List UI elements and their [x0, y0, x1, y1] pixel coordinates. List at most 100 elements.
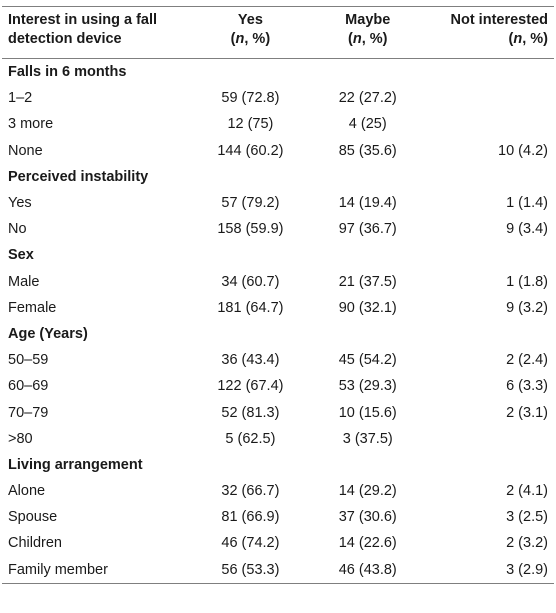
- data-table: Interest in using a fall detection devic…: [2, 6, 554, 584]
- table-row: Male 34 (60.7) 21 (37.5) 1 (1.8): [2, 269, 554, 295]
- cell-yes: 46 (74.2): [221, 535, 280, 552]
- cell-maybe: 37 (30.6): [338, 509, 397, 526]
- cell-not-interested: 2 (4.1): [506, 483, 548, 500]
- table-row: >80 5 (62.5) 3 (37.5): [2, 426, 554, 452]
- cell-yes: 181 (64.7): [217, 299, 284, 316]
- table-row: 70–79 52 (81.3) 10 (15.6) 2 (3.1): [2, 399, 554, 425]
- header-col-interest: Interest in using a fall detection devic…: [2, 6, 195, 59]
- n-symbol: n: [352, 31, 362, 47]
- cell-maybe: 14 (19.4): [338, 195, 397, 212]
- row-label: Yes: [8, 195, 32, 212]
- header-col-yes: Yes (n, %): [194, 6, 307, 59]
- cell-not-interested: 3 (2.9): [429, 556, 554, 584]
- cell-yes: 56 (53.3): [194, 556, 307, 584]
- row-label: 1–2: [8, 90, 33, 107]
- cell-maybe: 14 (29.2): [338, 483, 397, 500]
- section-header-row: Sex: [2, 242, 554, 268]
- section-title: Perceived instability: [8, 168, 149, 185]
- cell-not-interested: 10 (4.2): [498, 142, 548, 159]
- row-label: Female: [8, 299, 57, 316]
- pct-suffix: , %): [522, 31, 548, 47]
- section-header-row: Perceived instability: [2, 164, 554, 190]
- cell-maybe: 53 (29.3): [338, 378, 397, 395]
- header-col-maybe: Maybe (n, %): [306, 6, 430, 59]
- cell-not-interested: [429, 426, 554, 452]
- table-row: 60–69 122 (67.4) 53 (29.3) 6 (3.3): [2, 373, 554, 399]
- cell-not-interested: 6 (3.3): [506, 378, 548, 395]
- row-label: >80: [8, 430, 33, 447]
- row-label: 3 more: [8, 116, 54, 133]
- cell-yes: 122 (67.4): [217, 378, 284, 395]
- cell-yes: 59 (72.8): [221, 90, 280, 107]
- table-row: Female 181 (64.7) 90 (32.1) 9 (3.2): [2, 295, 554, 321]
- cell-yes: 144 (60.2): [217, 142, 284, 159]
- row-label: No: [8, 221, 27, 238]
- cell-maybe: 45 (54.2): [338, 352, 397, 369]
- cell-not-interested: 1 (1.4): [506, 195, 548, 212]
- cell-maybe: 90 (32.1): [338, 299, 397, 316]
- cell-not-interested: 1 (1.8): [506, 273, 548, 290]
- cell-maybe: 21 (37.5): [338, 273, 397, 290]
- table-body: Falls in 6 months 1–2 59 (72.8) 22 (27.2) 3 …: [2, 59, 554, 584]
- table-row: Spouse 81 (66.9) 37 (30.6) 3 (2.5): [2, 504, 554, 530]
- n-symbol: n: [513, 31, 523, 47]
- header-col-not-interested-sub: (n, %): [435, 30, 548, 49]
- header-row: Interest in using a fall detection devic…: [2, 6, 554, 59]
- cell-maybe: 97 (36.7): [338, 221, 397, 238]
- table-row: None 144 (60.2) 85 (35.6) 10 (4.2): [2, 138, 554, 164]
- table-row: 1–2 59 (72.8) 22 (27.2): [2, 85, 554, 111]
- cell-not-interested: 2 (3.2): [506, 535, 548, 552]
- paren-open: (: [508, 31, 514, 47]
- cell-yes: 57 (79.2): [221, 195, 280, 212]
- cell-not-interested: 9 (3.4): [506, 221, 548, 238]
- row-label: Male: [8, 273, 40, 290]
- header-col-interest-line1: Interest in using a fall: [8, 12, 158, 28]
- cell-yes: 34 (60.7): [221, 273, 280, 290]
- section-title: Sex: [8, 247, 34, 264]
- section-header-row: Age (Years): [2, 321, 554, 347]
- header-col-maybe-title: Maybe: [345, 12, 391, 28]
- cell-maybe: 85 (35.6): [338, 142, 397, 159]
- section-header-row: Living arrangement: [2, 452, 554, 478]
- cell-maybe: 22 (27.2): [338, 90, 397, 107]
- cell-not-interested: [429, 111, 554, 137]
- row-label: Alone: [8, 483, 46, 500]
- table-header: Interest in using a fall detection devic…: [2, 6, 554, 59]
- header-col-yes-title: Yes: [237, 12, 263, 28]
- section-title: Falls in 6 months: [8, 64, 127, 81]
- table-row: No 158 (59.9) 97 (36.7) 9 (3.4): [2, 216, 554, 242]
- section-title: Living arrangement: [8, 456, 143, 473]
- cell-maybe: 4 (25): [348, 116, 387, 133]
- table-row: 50–59 36 (43.4) 45 (54.2) 2 (2.4): [2, 347, 554, 373]
- cell-yes: 52 (81.3): [221, 404, 280, 421]
- paren-open: (: [230, 31, 236, 47]
- section-title: Age (Years): [8, 325, 88, 342]
- table-row: Family member 56 (53.3) 46 (43.8) 3 (2.9): [2, 556, 554, 584]
- pct-suffix: , %): [361, 31, 388, 47]
- table-row: Yes 57 (79.2) 14 (19.4) 1 (1.4): [2, 190, 554, 216]
- cell-not-interested: 2 (3.1): [506, 404, 548, 421]
- section-header-row: Falls in 6 months: [2, 59, 554, 86]
- header-col-maybe-sub: (n, %): [312, 30, 423, 49]
- row-label: 60–69: [8, 378, 49, 395]
- cell-not-interested: 2 (2.4): [506, 352, 548, 369]
- row-label: None: [8, 142, 43, 159]
- n-symbol: n: [235, 31, 245, 47]
- table-container: Interest in using a fall detection devic…: [2, 6, 554, 584]
- cell-maybe: 3 (37.5): [342, 430, 393, 447]
- cell-maybe: 10 (15.6): [338, 404, 397, 421]
- pct-suffix: , %): [244, 31, 271, 47]
- row-label: 50–59: [8, 352, 49, 369]
- table-row: Alone 32 (66.7) 14 (29.2) 2 (4.1): [2, 478, 554, 504]
- paren-open: (: [348, 31, 353, 47]
- cell-yes: 81 (66.9): [221, 509, 280, 526]
- header-col-not-interested-title: Not interested: [450, 12, 549, 28]
- cell-not-interested: 9 (3.2): [506, 299, 548, 316]
- cell-yes: 36 (43.4): [221, 352, 280, 369]
- row-label: Family member: [2, 556, 195, 584]
- cell-maybe: 14 (22.6): [338, 535, 397, 552]
- table-row: Children 46 (74.2) 14 (22.6) 2 (3.2): [2, 530, 554, 556]
- header-col-interest-line2: detection device: [8, 31, 122, 47]
- cell-not-interested: [429, 85, 554, 111]
- row-label: Spouse: [8, 509, 58, 526]
